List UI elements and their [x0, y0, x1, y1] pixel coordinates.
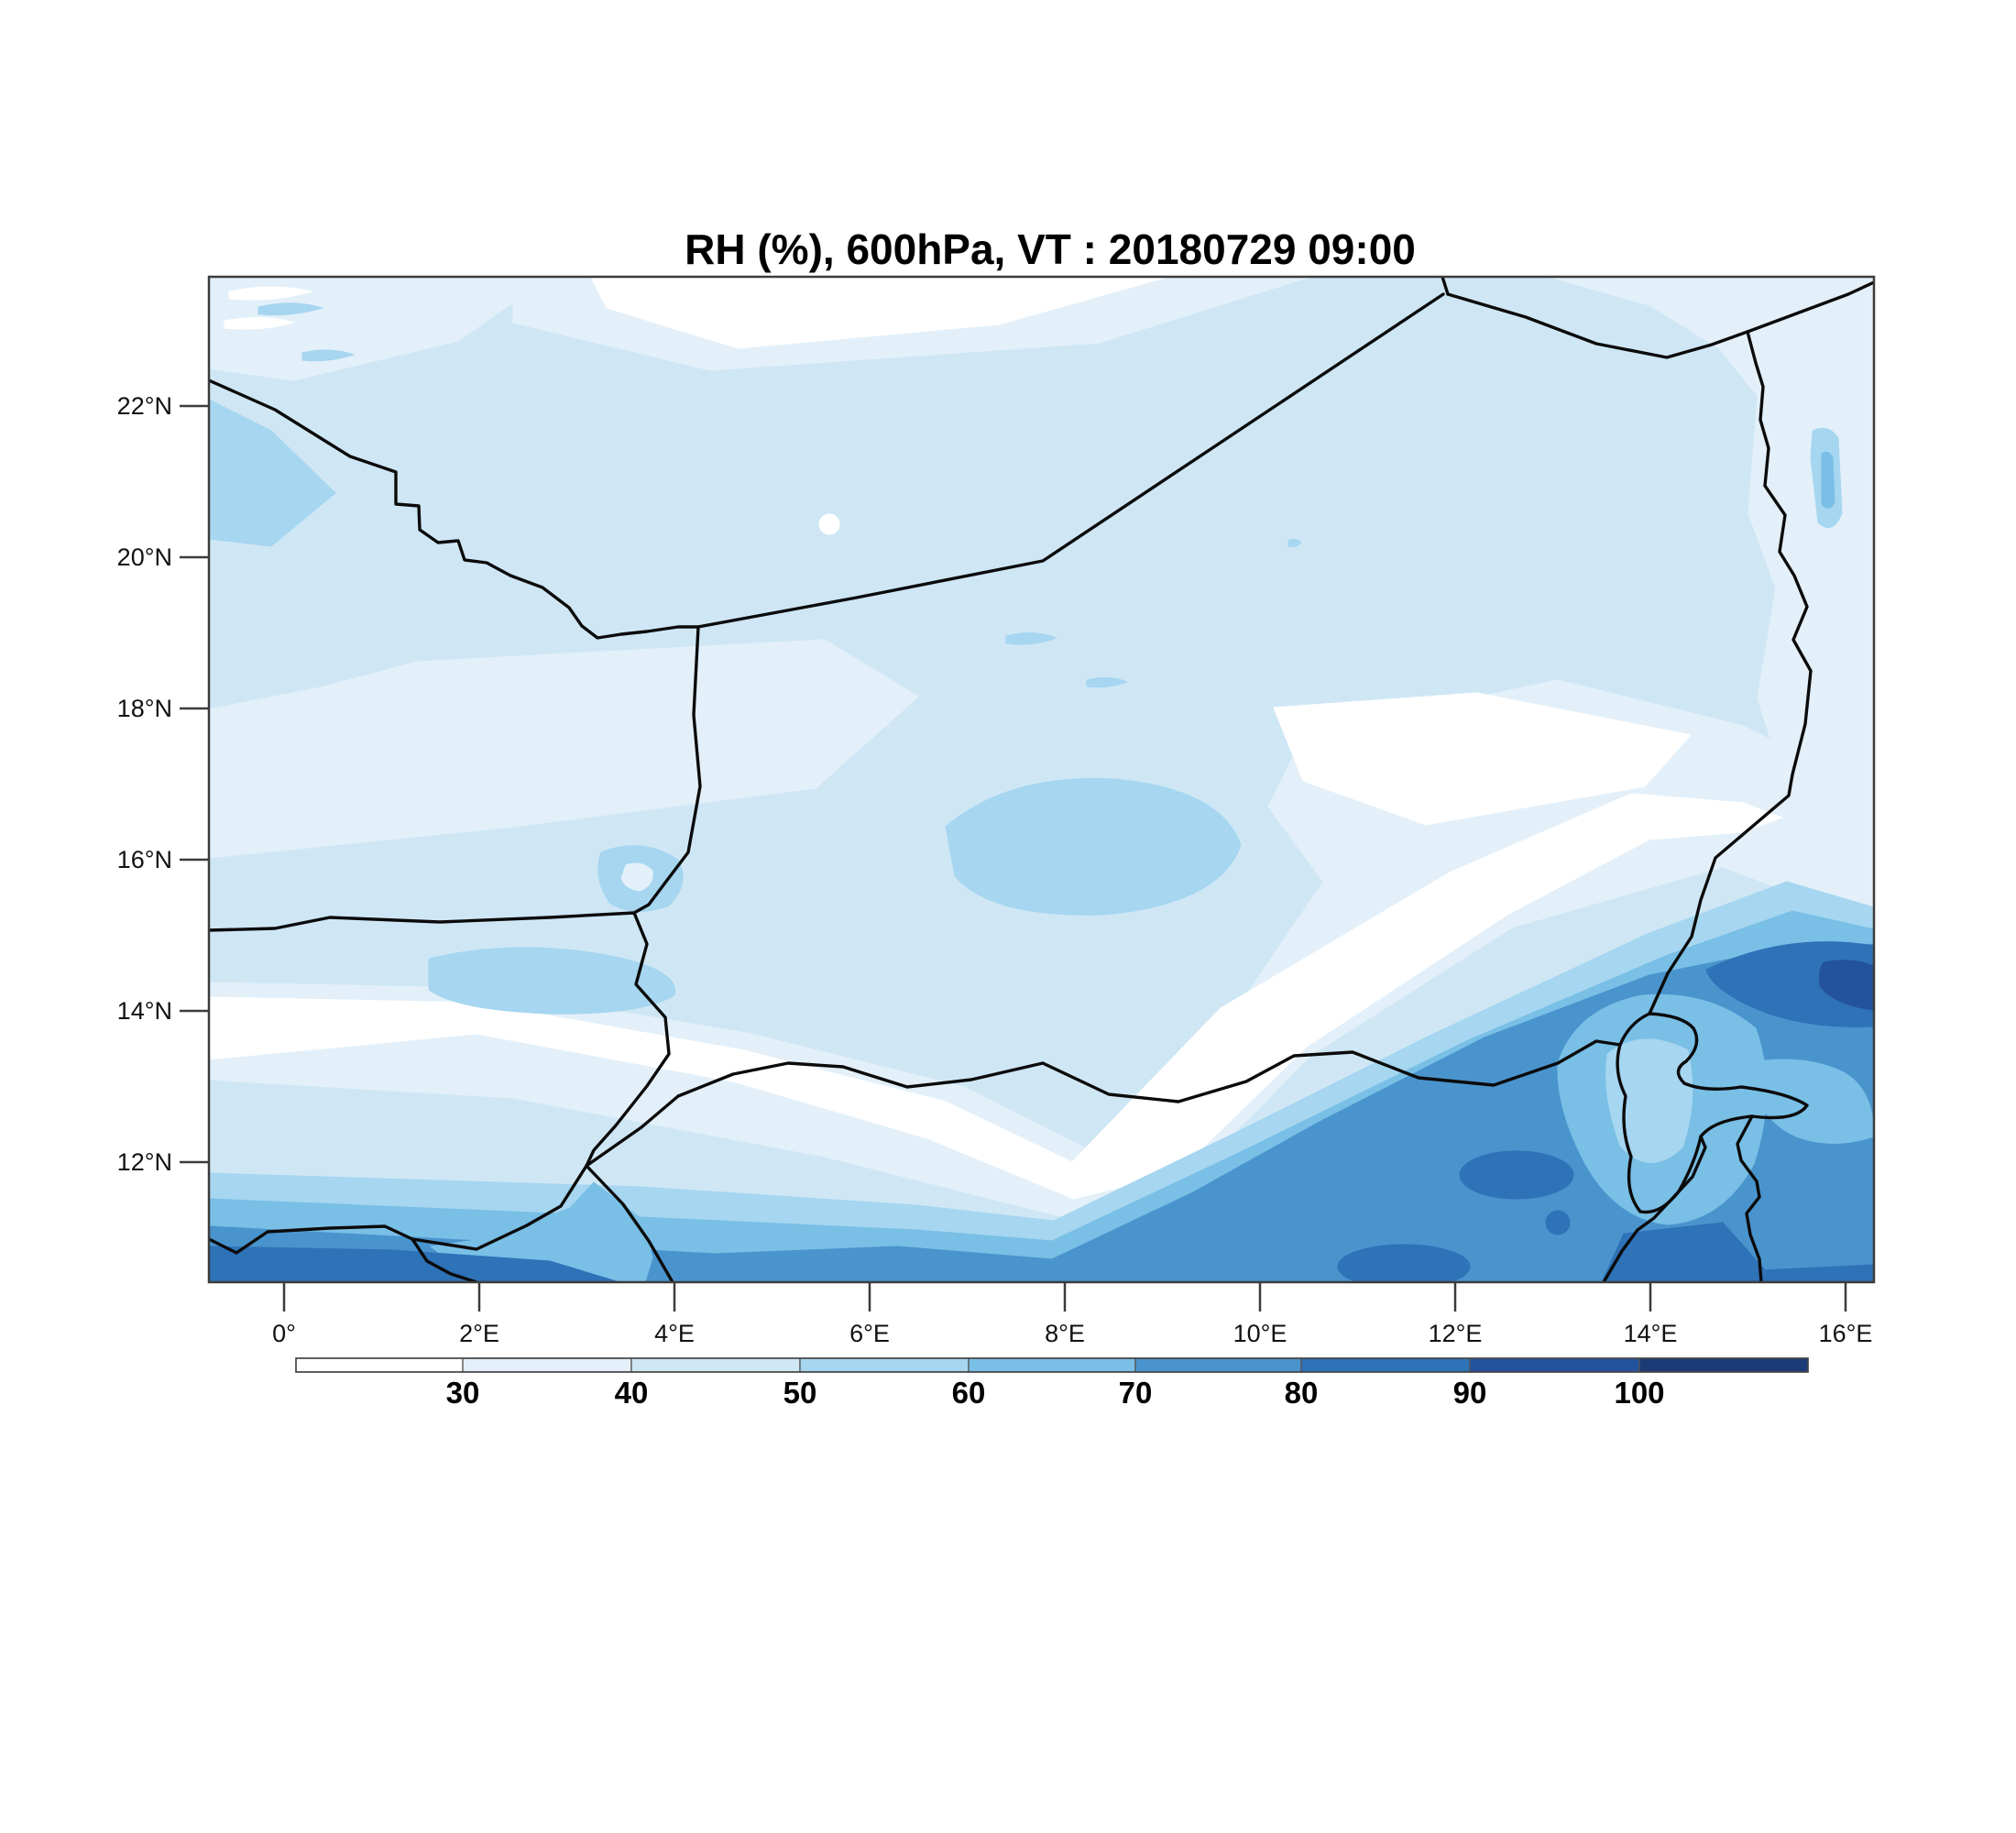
contour-region-white-v-band [209, 793, 1784, 1200]
contour-fill-layer [209, 277, 1874, 1282]
y-tick-label: 16°N [117, 846, 172, 873]
contour-region-nw-white-streak-b [224, 316, 295, 330]
border-togo [411, 1237, 478, 1282]
colorbar-label: 30 [446, 1376, 480, 1410]
colorbar-outline [295, 1357, 1809, 1373]
contour-region-blob-80-90-b [1337, 1244, 1471, 1282]
contour-region-west-50-60-blob [428, 947, 676, 1015]
colorbar-cell-60-70 [968, 1357, 1136, 1373]
border-libya-niger [1446, 292, 1749, 359]
contour-region-sw-80-90-band [209, 1246, 620, 1282]
contour-region-dot-80-90 [1545, 1210, 1571, 1235]
border-burkina-benin [411, 1164, 588, 1251]
border-lake-chad [1616, 1012, 1809, 1214]
y-tick-label: 20°N [117, 543, 172, 571]
page-title: RH (%), 600hPa, VT : 20180729 09:00 [685, 225, 1416, 273]
contour-region-east-90-100-core [1819, 960, 1874, 1011]
contour-region-top-white-wedge [590, 277, 1169, 349]
x-tick-label: 4°E [654, 1320, 695, 1347]
contour-region-se-80-90-patch [1601, 1222, 1777, 1282]
contour-region-nw-pale-band [209, 277, 551, 381]
x-tick-label: 16°E [1819, 1320, 1873, 1347]
colorbar-cell-50-60 [799, 1357, 970, 1373]
contour-region-nw-white-streak-a [228, 286, 313, 301]
latitude-axis: 22°N 20°N 18°N 16°N 14°N 12°N [117, 392, 209, 1176]
contour-region-white-dot [818, 513, 840, 535]
colorbar-label: 100 [1614, 1376, 1664, 1410]
x-tick-label: 0° [272, 1320, 296, 1347]
x-tick-label: 12°E [1429, 1320, 1483, 1347]
contour-region-lake-east-60-70 [1745, 1059, 1874, 1144]
colorbar-label: 60 [952, 1376, 986, 1410]
colorbar-cell-80-90 [1300, 1357, 1471, 1373]
y-tick-label: 22°N [117, 392, 172, 420]
contour-region-ne-pale-region [1548, 277, 1874, 886]
x-tick-label: 6°E [849, 1320, 890, 1347]
colorbar-label: 90 [1453, 1376, 1487, 1410]
colorbar-cell-30-40 [462, 1357, 632, 1373]
y-tick-label: 12°N [117, 1148, 172, 1176]
x-tick-label: 2°E [459, 1320, 499, 1347]
colorbar-label: 50 [783, 1376, 817, 1410]
border-mali-niger [209, 625, 702, 932]
colorbar-legend: 30 40 50 60 70 80 90 100 [295, 1357, 1809, 1410]
colorbar-label: 40 [615, 1376, 649, 1410]
border-chad-cameroon-w [1602, 1135, 1707, 1282]
contour-region-center-pale-bulge [209, 639, 919, 859]
border-niger-benin [585, 1094, 680, 1168]
contour-region-c3-dash-a [1005, 632, 1057, 645]
contour-region-c3-dot [1287, 538, 1302, 547]
y-tick-label: 18°N [117, 695, 172, 722]
border-algeria-niger [696, 292, 1445, 629]
border-libya-chad [1746, 280, 1874, 334]
border-burkina-niger [585, 911, 671, 1168]
colorbar-cell-> 100 [1638, 1357, 1809, 1373]
contour-region-blob-80-90-a [1459, 1150, 1574, 1200]
colorbar-cell-90-100 [1469, 1357, 1640, 1373]
x-tick-label: 14°E [1624, 1320, 1678, 1347]
colorbar-cell-40-50 [630, 1357, 801, 1373]
x-tick-label: 10°E [1233, 1320, 1287, 1347]
border-niger-nigeria [676, 1039, 1622, 1103]
contour-region-region-70-80 [209, 943, 1874, 1282]
contour-region-algeria-west-50-60 [209, 399, 336, 547]
contour-region-lake-core-50-60 [1605, 1038, 1693, 1163]
contour-region-nw-c3-streak-b [301, 349, 356, 362]
border-algeria-libya [1441, 277, 1450, 296]
border-burkina-ghana [209, 1224, 414, 1255]
x-tick-label: 8°E [1045, 1320, 1085, 1347]
border-niger-chad [1648, 330, 1813, 1015]
contour-region-c3-dash-b [1086, 676, 1129, 688]
contour-region-ne-sliver-60-70 [1821, 451, 1835, 509]
y-tick-label: 14°N [117, 997, 172, 1025]
contour-region-ring-blob-hole [620, 862, 653, 892]
contour-region-nw-c3-streak-a [257, 302, 324, 316]
colorbar-cell-< 30 [295, 1357, 464, 1373]
contour-region-center-50-60-blob [945, 777, 1242, 916]
border-algeria-mali [209, 379, 700, 640]
contour-region-white-top-bump [1273, 692, 1692, 826]
colorbar-label: 80 [1285, 1376, 1319, 1410]
map-frame [207, 275, 1876, 1284]
colorbar-label: 70 [1119, 1376, 1153, 1410]
longitude-axis: 0° 2°E 4°E 6°E 8°E 10°E 12°E 14°E 16°E [272, 1282, 1872, 1347]
colorbar-cell-70-80 [1134, 1357, 1302, 1373]
country-borders-layer [209, 277, 1874, 1282]
border-chad-cameroon-e [1736, 1114, 1763, 1282]
border-benin-nigeria [585, 1164, 674, 1282]
